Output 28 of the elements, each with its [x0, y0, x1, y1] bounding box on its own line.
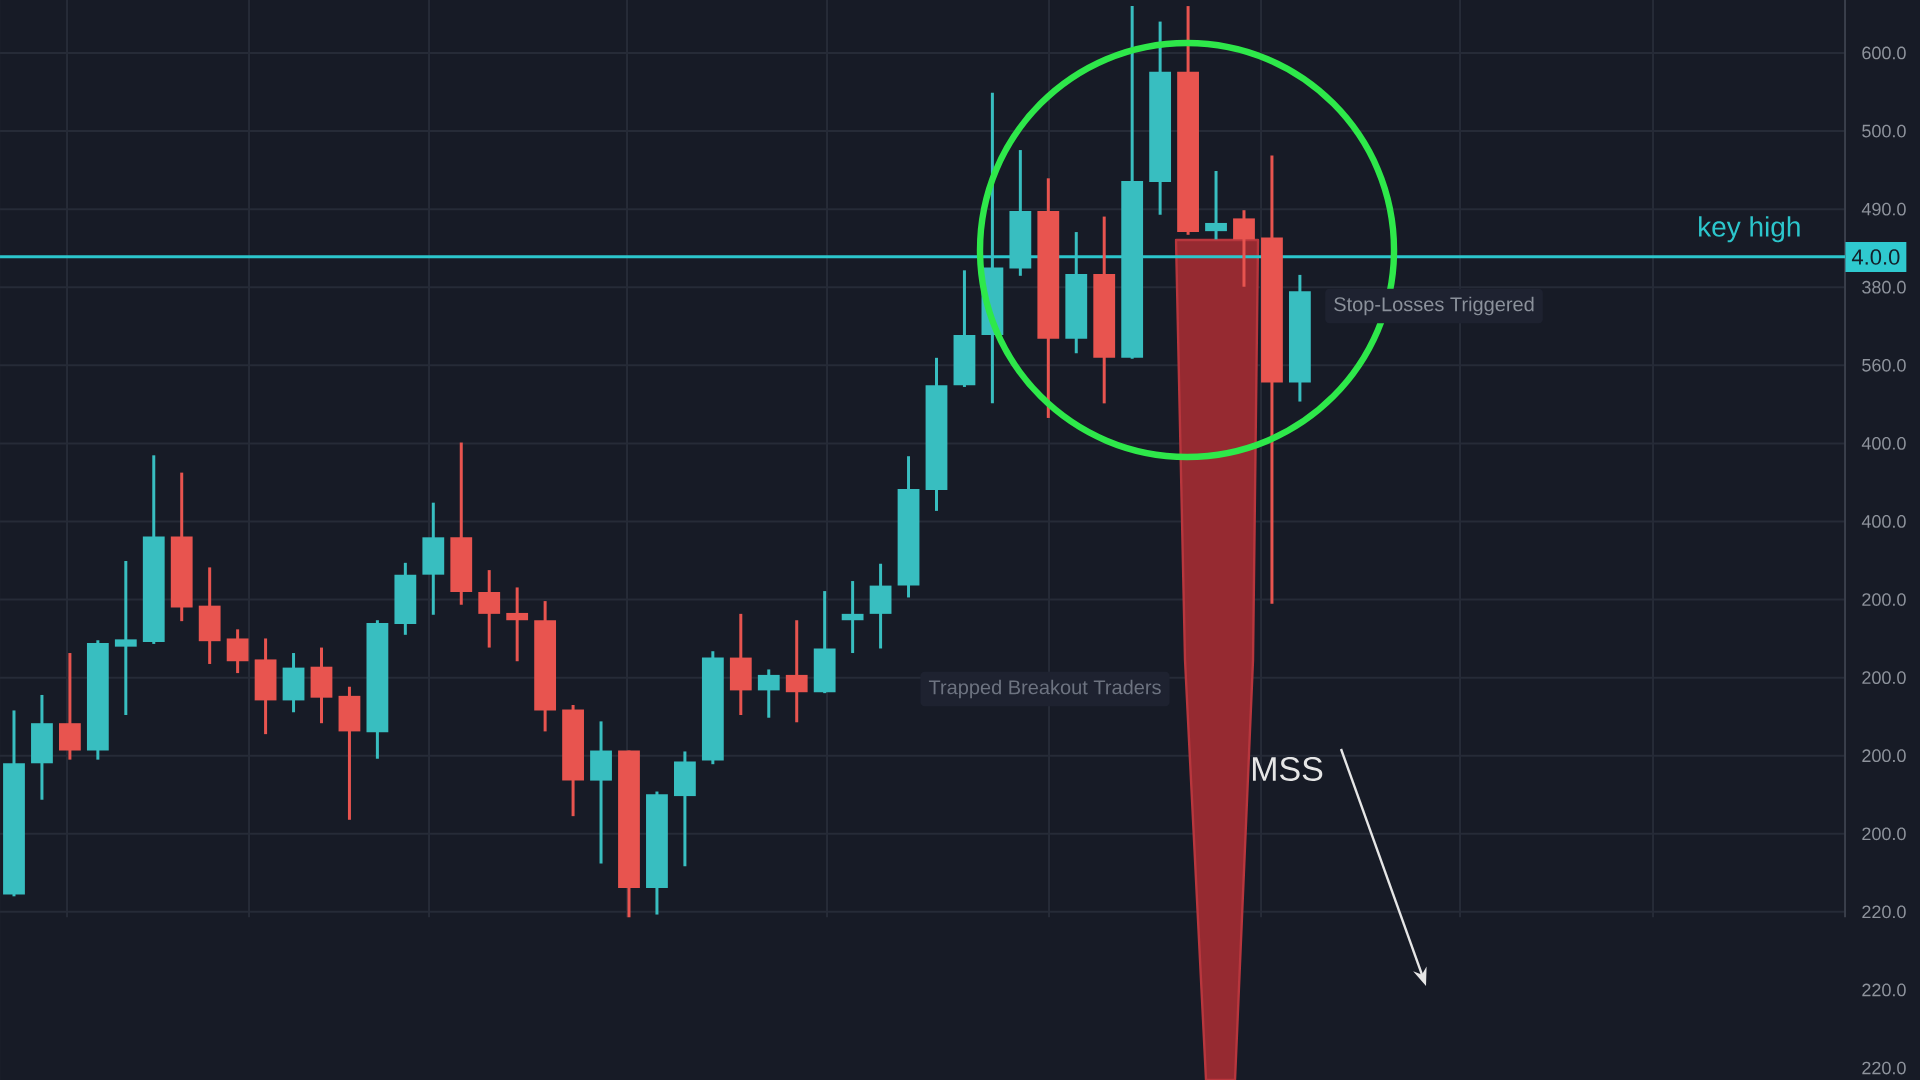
text: 560.0	[1862, 358, 1906, 372]
annotation: Trapped Breakout Traders	[928, 679, 1161, 699]
candlestick	[506, 587, 529, 663]
candlestick	[1205, 171, 1227, 240]
annotation: Stop-Losses Triggered	[1334, 296, 1534, 316]
annotation: MSS	[1252, 756, 1323, 782]
text: 200.0	[1862, 671, 1906, 685]
candlestick	[785, 620, 808, 723]
candlestick	[478, 570, 501, 648]
ref-line-label: key high	[1699, 216, 1800, 243]
text: 220.0	[1862, 905, 1906, 919]
candlestick	[757, 669, 780, 718]
candlestick	[1233, 210, 1255, 287]
text: 400.0	[1861, 437, 1906, 450]
candlestick	[841, 581, 864, 654]
text: 200.0	[1862, 749, 1906, 763]
text: 200.0	[1862, 827, 1906, 841]
text: 500.0	[1862, 124, 1906, 138]
candlestick	[114, 561, 137, 715]
text: 490.0	[1861, 202, 1906, 216]
text: 200.0	[1862, 593, 1906, 606]
candlestick	[226, 629, 249, 675]
text: 600.0	[1862, 46, 1906, 60]
text: 220.0	[1862, 983, 1906, 997]
text: 380.0	[1862, 280, 1906, 294]
text: 400.0	[1861, 515, 1906, 528]
text: 220.0	[1862, 1061, 1906, 1075]
text: 4.0.0	[1851, 249, 1900, 265]
